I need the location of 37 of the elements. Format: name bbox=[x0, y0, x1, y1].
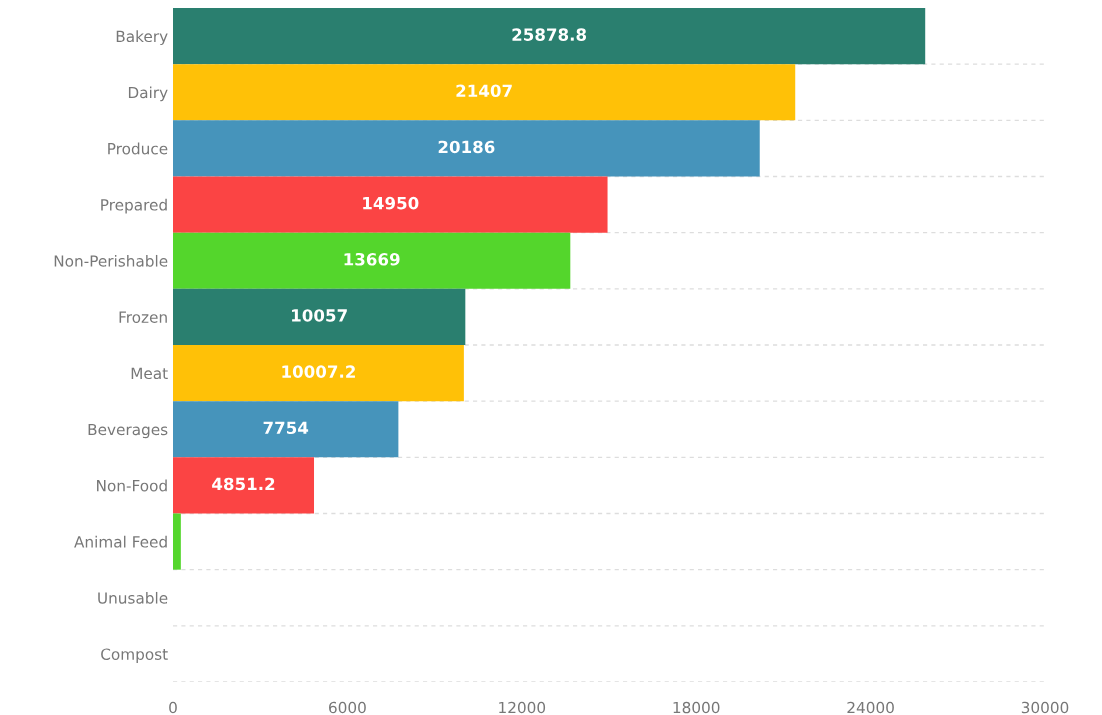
data-label: 25878.8 bbox=[512, 28, 587, 41]
y-tick-label: Prepared bbox=[101, 198, 167, 214]
y-tick-label: Non-Perishable bbox=[54, 254, 168, 267]
bar bbox=[173, 64, 796, 121]
x-tick-label: 0 bbox=[169, 701, 177, 714]
data-label: 10057 bbox=[292, 309, 347, 322]
y-tick-label: Animal Feed bbox=[74, 535, 167, 548]
data-label: 10007.2 bbox=[282, 365, 355, 378]
x-tick-label: 6000 bbox=[329, 701, 366, 714]
bar bbox=[173, 176, 608, 233]
bar bbox=[173, 457, 315, 514]
y-tick-label: Meat bbox=[131, 367, 168, 380]
y-tick-label: Bakery bbox=[116, 30, 168, 46]
data-label: 14950 bbox=[363, 196, 419, 210]
bar bbox=[173, 288, 466, 345]
y-tick-label: Dairy bbox=[128, 86, 168, 102]
y-tick-label: Non-Food bbox=[97, 479, 167, 492]
y-tick-label: Frozen bbox=[119, 311, 167, 323]
data-label: 20186 bbox=[438, 140, 495, 154]
bar bbox=[173, 345, 464, 402]
data-label: 4851.2 bbox=[212, 477, 275, 491]
data-label: 13669 bbox=[344, 252, 400, 266]
x-tick-label: 18000 bbox=[673, 701, 720, 714]
x-tick-label: 30000 bbox=[1021, 701, 1069, 714]
data-label: 21407 bbox=[456, 84, 512, 98]
bar bbox=[173, 232, 571, 289]
x-tick-label: 24000 bbox=[847, 701, 894, 714]
y-tick-label: Beverages bbox=[88, 423, 168, 439]
bar bbox=[173, 8, 926, 65]
y-tick-label: Unusable bbox=[98, 591, 168, 604]
x-tick-label: 12000 bbox=[499, 701, 546, 714]
y-tick-label: Compost bbox=[101, 648, 168, 663]
bar bbox=[173, 513, 181, 570]
bar bbox=[173, 120, 760, 177]
data-label: 7754 bbox=[263, 421, 309, 435]
y-tick-label: Produce bbox=[108, 142, 168, 155]
bar bbox=[173, 401, 399, 458]
